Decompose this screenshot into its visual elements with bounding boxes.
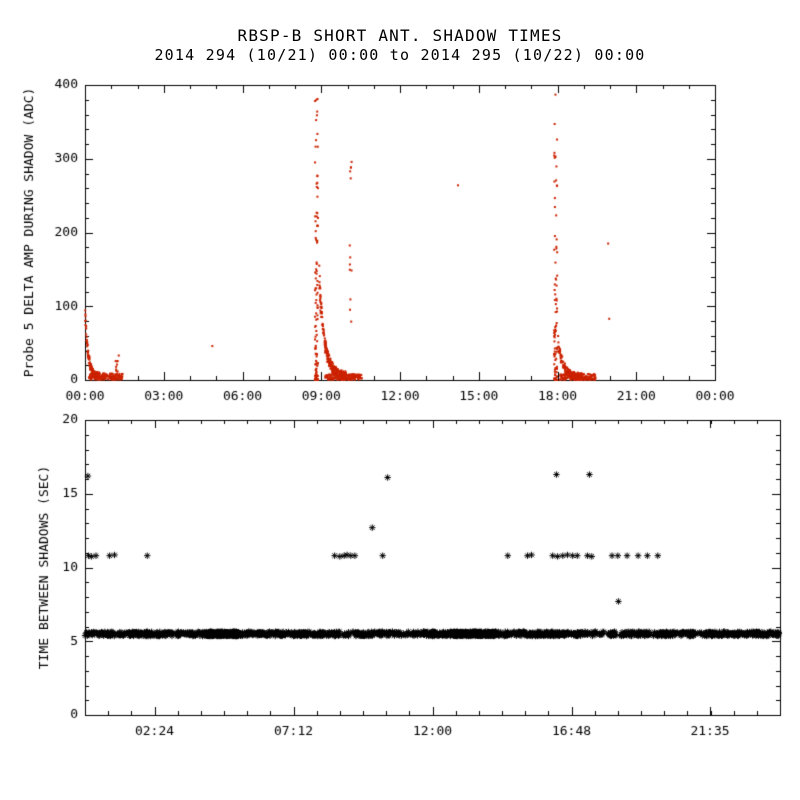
chart-title: RBSP-B SHORT ANT. SHADOW TIMES (237, 26, 563, 45)
chart-subtitle: 2014 294 (10/21) 00:00 to 2014 295 (10/2… (154, 46, 646, 64)
